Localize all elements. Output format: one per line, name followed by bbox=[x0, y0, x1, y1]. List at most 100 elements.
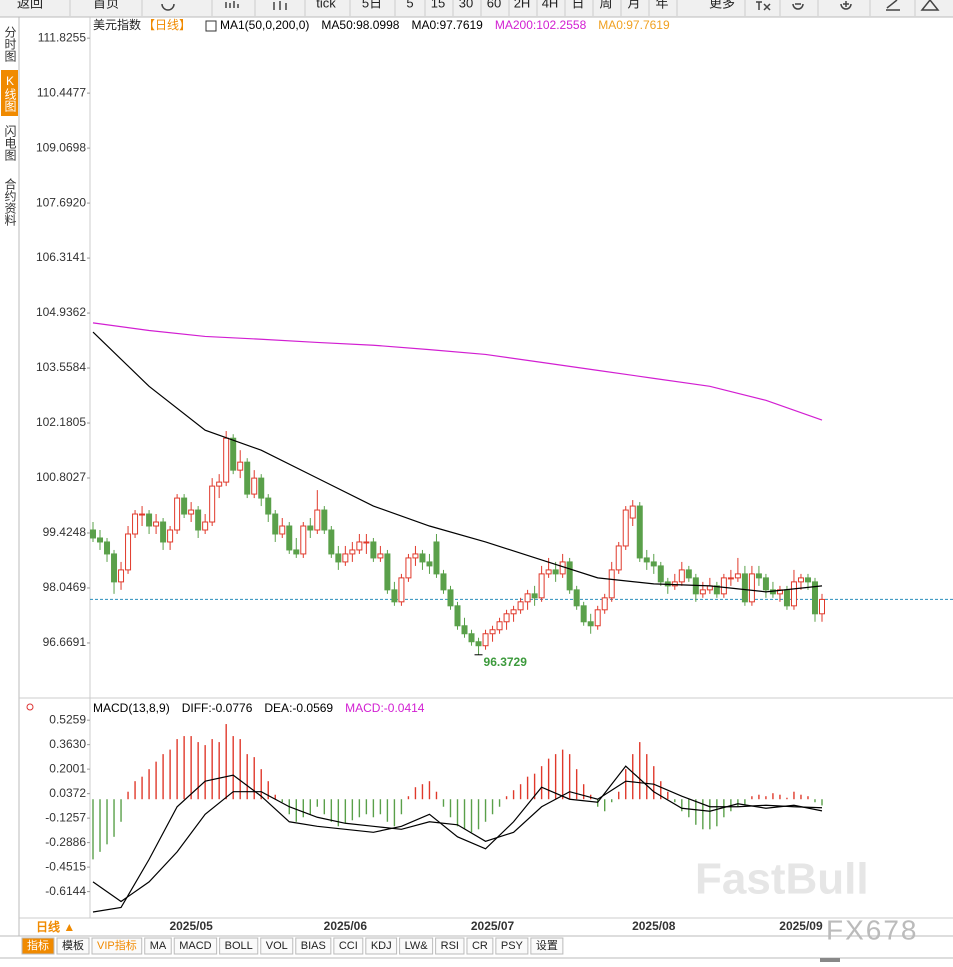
indicator-tab[interactable]: 设置 bbox=[536, 939, 558, 952]
indicator-tab[interactable]: VOL bbox=[266, 940, 288, 952]
candle-body bbox=[237, 461, 244, 471]
candle-body bbox=[720, 577, 727, 595]
toolbar-button[interactable]: 5 bbox=[406, 0, 413, 10]
side-tab[interactable]: 闪电图 bbox=[3, 125, 17, 161]
toolbar-icon[interactable] bbox=[273, 1, 287, 10]
y-tick-label: 110.4477 bbox=[37, 85, 86, 99]
indicator-icon[interactable] bbox=[205, 20, 217, 32]
side-tab-active[interactable]: K线图 bbox=[1, 70, 18, 116]
candle-body bbox=[804, 577, 811, 583]
candle-body bbox=[412, 553, 419, 559]
tab-box bbox=[365, 937, 398, 955]
toolbar-button[interactable]: 更多 bbox=[709, 0, 735, 10]
toolbar-button[interactable]: 日 bbox=[571, 0, 584, 10]
candle-body bbox=[349, 549, 356, 555]
toolbar-button[interactable]: 60 bbox=[487, 0, 501, 10]
indicator-tab[interactable]: PSY bbox=[501, 940, 524, 952]
indicator-tab[interactable]: CCI bbox=[339, 940, 358, 952]
candle-body bbox=[223, 437, 230, 483]
candle-body bbox=[209, 485, 216, 523]
indicator-tab[interactable]: 指标 bbox=[27, 938, 49, 952]
toolbar-icon[interactable] bbox=[161, 3, 175, 11]
tab-box bbox=[466, 937, 494, 955]
candle-body bbox=[517, 601, 524, 611]
toolbar-icon[interactable] bbox=[920, 0, 940, 11]
toolbar-icon[interactable] bbox=[886, 0, 900, 11]
x-tick-label: 2025/06 bbox=[324, 919, 368, 933]
y-tick-label: 111.8255 bbox=[38, 30, 87, 44]
toolbar-icon[interactable] bbox=[840, 1, 852, 10]
legend-item: DEA:-0.0569 bbox=[264, 701, 333, 715]
candle-body bbox=[405, 557, 412, 579]
toolbar-button[interactable]: 月 bbox=[627, 0, 640, 10]
candle-body bbox=[727, 577, 734, 580]
toolbar-button[interactable]: 15 bbox=[431, 0, 445, 10]
toolbar-icon[interactable] bbox=[225, 1, 239, 8]
indicator-tab[interactable]: BIAS bbox=[301, 940, 326, 952]
candle-body bbox=[160, 521, 167, 543]
candle-body bbox=[657, 565, 664, 583]
macd-settings-icon[interactable] bbox=[26, 703, 34, 711]
toolbar-button[interactable]: 年 bbox=[655, 0, 668, 10]
toolbar-button[interactable]: 2H bbox=[514, 0, 531, 10]
candle-body bbox=[580, 605, 587, 623]
toolbar-button[interactable]: tick bbox=[316, 0, 336, 10]
side-tab[interactable]: 合约资料 bbox=[3, 178, 17, 226]
y-tick-label: 104.9362 bbox=[36, 305, 86, 319]
candle-body bbox=[615, 545, 622, 571]
candle-body bbox=[104, 541, 111, 555]
candle-body bbox=[503, 613, 510, 623]
indicator-tab[interactable]: CR bbox=[472, 940, 488, 952]
y-tick-label: 99.4248 bbox=[43, 525, 87, 539]
indicator-tab[interactable]: VIP指标 bbox=[97, 938, 137, 952]
macd-line bbox=[92, 780, 823, 903]
tab-box bbox=[399, 937, 434, 955]
y-tick-label: -0.4515 bbox=[45, 859, 86, 873]
y-tick-label: 103.5584 bbox=[36, 360, 86, 374]
toolbar-icon[interactable] bbox=[756, 1, 771, 11]
candle-body bbox=[538, 573, 545, 599]
tab-box bbox=[56, 937, 90, 955]
tab-box bbox=[260, 937, 294, 955]
y-tick-label: 106.3141 bbox=[36, 250, 86, 264]
indicator-tab[interactable]: MA bbox=[150, 940, 167, 952]
side-tab[interactable]: 分时图 bbox=[3, 26, 17, 62]
y-tick-label: 0.2001 bbox=[49, 761, 86, 775]
scroll-handle[interactable] bbox=[820, 958, 840, 962]
period-selector[interactable]: 日线 ▲ bbox=[36, 919, 75, 934]
candle-body bbox=[307, 525, 314, 531]
candle-body bbox=[454, 605, 461, 627]
candle-body bbox=[741, 573, 748, 603]
toolbar-button[interactable]: 首页 bbox=[93, 0, 119, 10]
candle-body bbox=[475, 641, 482, 647]
toolbar-button[interactable]: 返回 bbox=[17, 0, 43, 10]
tab-box bbox=[295, 937, 332, 955]
toolbar-button[interactable]: 周 bbox=[599, 0, 612, 10]
indicator-tab[interactable]: BOLL bbox=[225, 940, 253, 952]
legend-item: MACD(13,8,9) bbox=[93, 701, 170, 715]
candle-body bbox=[398, 577, 405, 603]
candle-body bbox=[643, 557, 650, 563]
indicator-tab[interactable]: MACD bbox=[179, 940, 211, 952]
period-label: 【日线】 bbox=[143, 18, 191, 32]
watermark: FX678 bbox=[826, 914, 919, 945]
candle-body bbox=[356, 541, 363, 551]
candle-body bbox=[559, 561, 566, 575]
indicator-tab[interactable]: RSI bbox=[441, 940, 459, 952]
candle-body bbox=[601, 597, 608, 611]
ma-line bbox=[92, 322, 823, 421]
candle-body bbox=[566, 561, 573, 591]
candle-body bbox=[125, 533, 132, 571]
toolbar-icon[interactable] bbox=[792, 3, 804, 10]
candle-body bbox=[608, 569, 615, 599]
toolbar-button[interactable]: 4H bbox=[542, 0, 559, 10]
indicator-tab[interactable]: 模板 bbox=[62, 938, 84, 952]
indicator-tab[interactable]: LW& bbox=[405, 940, 429, 952]
candle-body bbox=[258, 477, 265, 499]
indicator-tab[interactable]: KDJ bbox=[371, 940, 392, 952]
toolbar-button[interactable]: 5日 bbox=[362, 0, 382, 10]
y-tick-label: 0.0372 bbox=[49, 786, 86, 800]
tab-box bbox=[219, 937, 259, 955]
toolbar-button[interactable]: 30 bbox=[459, 0, 473, 10]
